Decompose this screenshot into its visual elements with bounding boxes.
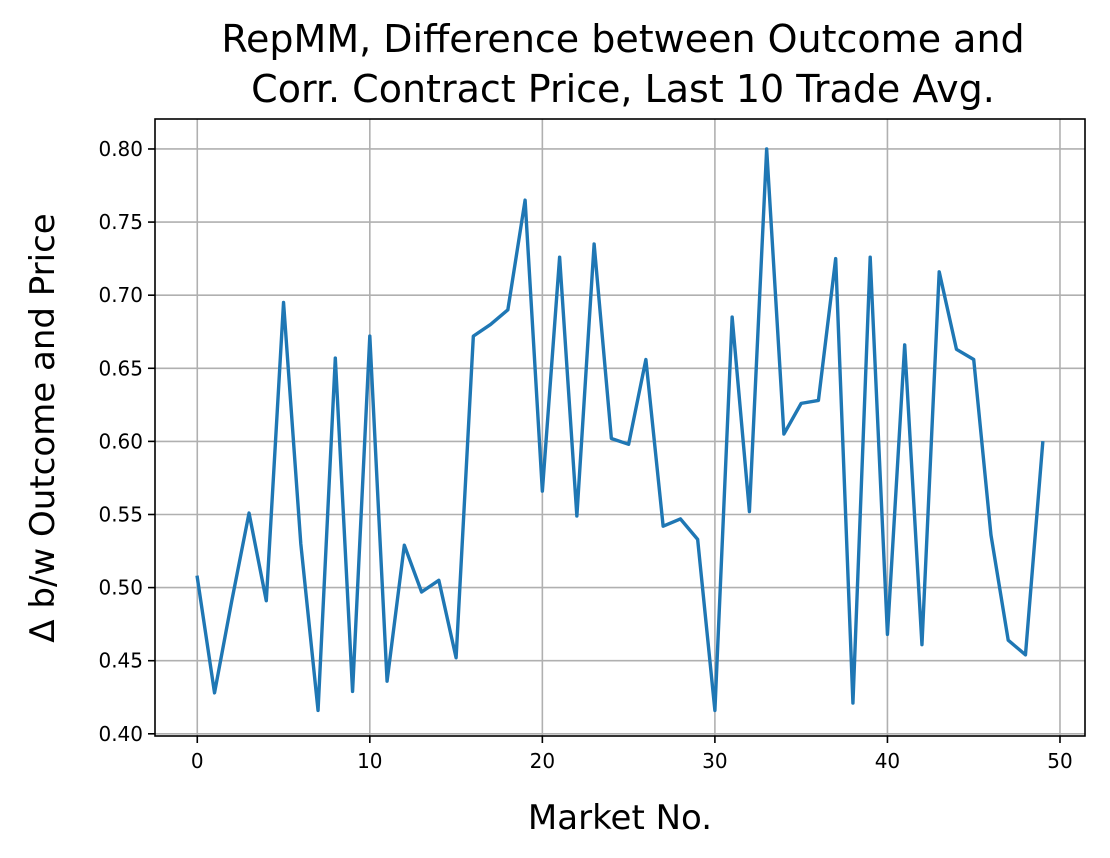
x-tick-label: 50 (1047, 749, 1072, 773)
x-axis-label: Market No. (528, 798, 712, 838)
x-tick-label: 0 (191, 749, 204, 773)
chart-title-line-1: RepMM, Difference between Outcome and (221, 17, 1024, 61)
series-layer (195, 147, 1045, 713)
x-tick-label: 20 (530, 749, 555, 773)
y-tick-label: 0.60 (98, 429, 143, 453)
axis-ticks: 0 10 20 30 40 50 0.40 0.45 0.50 0.55 0.60 0.65 0.70 0… (98, 137, 1072, 773)
gridlines (155, 119, 1085, 736)
y-tick-label: 0.45 (98, 649, 143, 673)
y-tick-label: 0.75 (98, 210, 143, 234)
y-tick-label: 0.40 (98, 722, 143, 746)
chart-title-line-2: Corr. Contract Price, Last 10 Trade Avg. (251, 67, 995, 111)
plot-frame (154, 118, 1086, 737)
x-tick-label: 10 (357, 749, 382, 773)
series-line (195, 147, 1045, 713)
y-axis-label: Δ b/w Outcome and Price (23, 213, 63, 642)
y-tick-label: 0.80 (98, 137, 143, 161)
x-tick-label: 40 (875, 749, 900, 773)
y-tick-label: 0.65 (98, 356, 143, 380)
y-tick-label: 0.50 (98, 576, 143, 600)
x-tick-label: 30 (702, 749, 727, 773)
y-tick-label: 0.70 (98, 283, 143, 307)
y-tick-label: 0.55 (98, 502, 143, 526)
